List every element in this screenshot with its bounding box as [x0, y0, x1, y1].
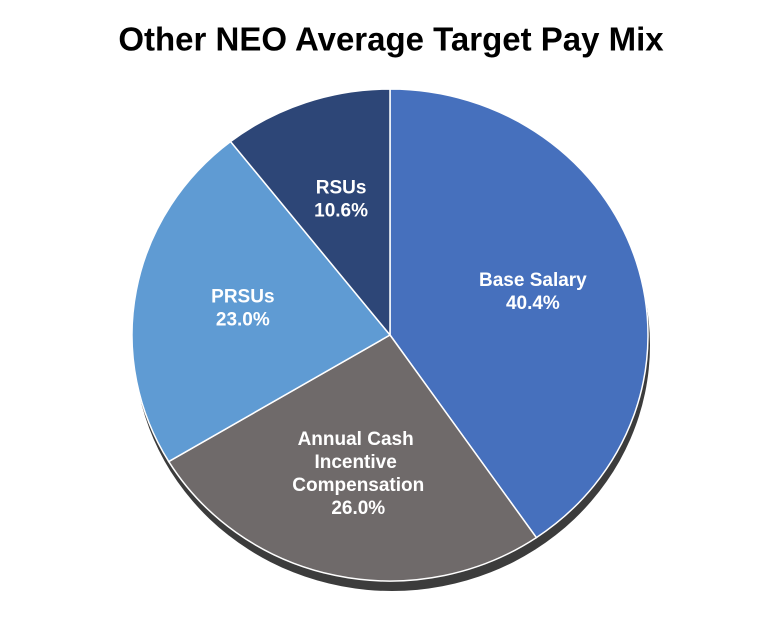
slice-value-label: 23.0%: [216, 310, 270, 331]
pie-slice: [131, 140, 392, 463]
slice-label: RSUs: [316, 178, 367, 199]
slice-label-line: PRSUs: [211, 287, 274, 308]
pie-slice: [389, 88, 649, 539]
slice-label-line: Compensation: [292, 475, 424, 496]
chart-title: Other NEO Average Target Pay Mix: [118, 21, 664, 58]
slice-value-label: 26.0%: [331, 498, 385, 519]
slice-label-line: Base Salary: [479, 270, 587, 291]
slice-label-line: Annual Cash: [298, 429, 419, 450]
pie-slice: [229, 88, 391, 338]
slice-label: PRSUs: [211, 287, 274, 308]
pie-slice: [167, 334, 538, 582]
slice-value-label: 40.4%: [506, 293, 560, 314]
slice-value-label: 10.6%: [314, 201, 368, 222]
slice-label: Base Salary: [479, 270, 587, 291]
slice-label-line: Incentive: [314, 452, 402, 473]
slice-label: Annual Cash Incentive Compensation: [292, 429, 424, 496]
slice-label-line: RSUs: [316, 178, 367, 199]
